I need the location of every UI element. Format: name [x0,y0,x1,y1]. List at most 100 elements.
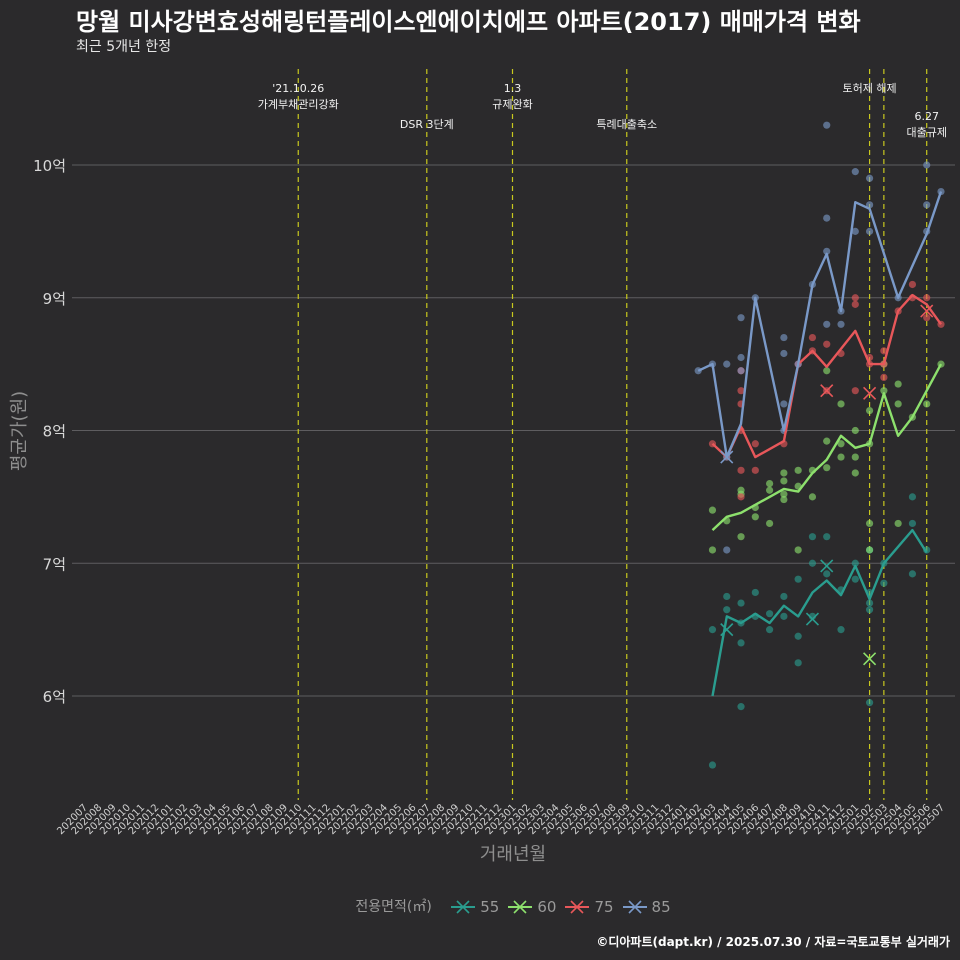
data-point-85 [780,349,788,358]
source-caption: ©디아파트(dapt.kr) / 2025.07.30 / 자료=국토교통부 실… [596,935,950,949]
series-line-75 [711,293,942,459]
x-mark-stroke [920,304,934,318]
data-point-60 [766,480,774,488]
data-point-85 [723,360,731,368]
data-point-60 [894,519,902,528]
data-point-60 [737,486,745,494]
data-point-60 [751,513,759,521]
data-point-60 [923,400,931,408]
legend-title: 전용면적(㎡) [355,899,432,915]
data-point-85 [923,161,931,169]
legend-key-x [627,900,642,914]
data-point-55 [880,579,888,587]
data-point-60 [708,506,717,514]
data-point-85 [823,121,831,129]
y-tick-label: 7억 [43,555,66,573]
x-axis-label: 거래년월 [479,844,547,865]
data-point-60 [880,387,888,395]
legend-item-75: 75 [564,898,614,916]
data-point-85 [923,201,931,209]
legend-key-x [456,900,470,914]
legend-key-x [513,900,527,914]
x-mark-stroke [805,612,820,626]
legend-label-85: 85 [651,898,671,916]
data-point-85 [823,320,831,328]
data-point-55 [708,626,717,634]
data-point-55 [723,606,731,614]
data-point-75 [737,466,745,474]
x-tick-layer: 2020072020082020092020102020112020122021… [55,802,947,837]
data-point-60 [851,453,859,461]
event-label: 특례대출축소 [596,118,657,131]
legend-label-55: 55 [480,898,500,916]
data-point-85 [865,201,874,209]
data-point-60 [780,469,788,477]
x-mark-stroke [820,384,834,398]
data-point-55 [865,699,874,707]
data-point-75 [823,340,831,348]
data-point-60 [794,466,802,474]
event-label: DSR 3단계 [400,118,454,131]
data-point-55 [908,570,917,578]
data-point-75 [908,280,917,289]
data-point-55 [737,639,745,647]
data-point-75 [880,373,888,381]
x-mark-75 [820,384,834,398]
x-mark-stroke [720,450,734,464]
x-mark-stroke [820,559,834,573]
legend-label-60: 60 [537,898,557,916]
data-point-55 [766,626,774,634]
data-point-55 [865,599,874,607]
x-mark-55 [805,612,820,626]
event-label: '21.10.26 [272,82,324,95]
data-point-60 [737,533,745,541]
data-point-55 [837,626,845,634]
event-label: 토허제 해제 [843,81,897,95]
data-point-60 [851,426,859,435]
data-point-55 [766,610,774,618]
data-point-60 [851,469,859,477]
x-mark-55 [820,559,834,573]
data-point-55 [780,612,788,620]
data-point-60 [865,406,874,415]
data-point-60 [808,493,817,501]
event-label: 6.27 [914,110,939,123]
data-point-60 [837,440,845,448]
data-point-55 [851,575,859,583]
x-mark-60 [863,652,877,666]
data-point-55 [908,519,917,528]
data-point-85 [723,546,731,554]
data-point-60 [780,490,788,498]
event-label: 대출규제 [906,126,946,139]
legend-key-x [570,900,585,914]
data-point-60 [708,546,717,554]
data-point-55 [823,570,831,578]
event-label: 가계부채관리강화 [258,98,339,111]
data-point-75 [851,294,859,302]
legend-key-55 [451,900,476,914]
data-point-55 [794,659,802,667]
data-point-60 [794,546,802,554]
chart-subtitle: 최근 5개년 한정 [76,39,172,55]
y-tick-label: 6억 [43,688,66,706]
data-point-55 [823,533,831,541]
x-mark-85 [720,450,734,464]
data-point-85 [780,400,788,408]
legend-key-85 [622,900,647,914]
data-point-85 [865,227,874,235]
event-label: 1.3 [504,82,522,95]
chart-title: 망월 미사강변효성해링턴플레이스엔에이치에프 아파트(2017) 매매가격 변화 [76,8,861,36]
data-point-60 [823,437,831,445]
x-mark-75 [920,304,934,318]
data-point-75 [923,294,931,302]
series-line-55 [711,528,928,697]
series-line-60 [711,363,943,531]
data-point-75 [751,440,759,448]
data-point-55 [908,493,917,501]
data-point-75 [737,493,745,501]
data-point-85 [865,174,874,182]
data-point-60 [766,486,774,494]
x-mark-layer [720,304,934,666]
data-point-85 [780,333,788,342]
